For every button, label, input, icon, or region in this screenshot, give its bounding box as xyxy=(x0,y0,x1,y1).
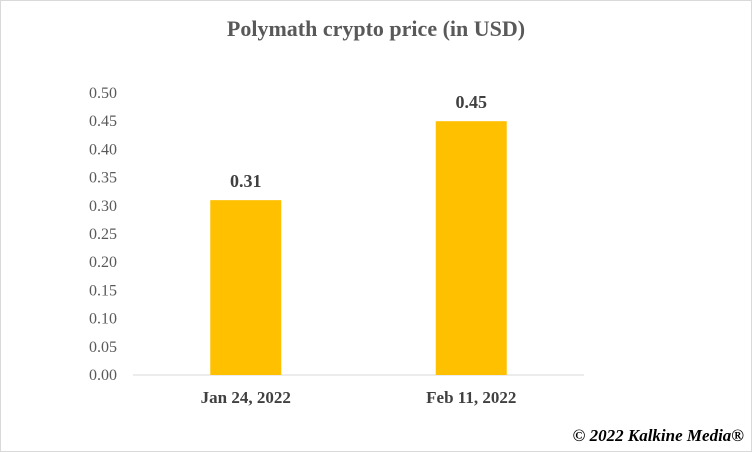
copyright-notice: © 2022 Kalkine Media® xyxy=(572,426,744,445)
y-tick-label: 0.50 xyxy=(89,85,117,102)
y-tick-label: 0.20 xyxy=(89,254,117,271)
data-label: 0.31 xyxy=(230,171,262,191)
x-category-label: Feb 11, 2022 xyxy=(426,388,516,407)
y-tick-label: 0.25 xyxy=(89,226,117,243)
x-category-label: Jan 24, 2022 xyxy=(201,388,291,407)
bar xyxy=(435,121,507,375)
y-tick-label: 0.00 xyxy=(89,367,117,384)
bar xyxy=(210,200,282,375)
data-label: 0.45 xyxy=(456,92,488,112)
y-axis-ticks: 0.00 0.05 0.10 0.15 0.20 0.25 0.30 0.35 0.40 0.45… xyxy=(89,85,117,384)
y-tick-label: 0.05 xyxy=(89,339,117,356)
y-tick-label: 0.30 xyxy=(89,198,117,215)
chart-title: Polymath crypto price (in USD) xyxy=(226,16,526,41)
x-axis-categories: Jan 24, 2022 Feb 11, 2022 xyxy=(201,388,517,407)
y-tick-label: 0.15 xyxy=(89,282,117,299)
y-tick-label: 0.45 xyxy=(89,113,117,130)
bar-series xyxy=(210,121,507,375)
y-tick-label: 0.10 xyxy=(89,311,117,328)
y-tick-label: 0.35 xyxy=(89,170,117,187)
y-tick-label: 0.40 xyxy=(89,141,117,158)
data-labels: 0.31 0.45 xyxy=(230,92,487,191)
